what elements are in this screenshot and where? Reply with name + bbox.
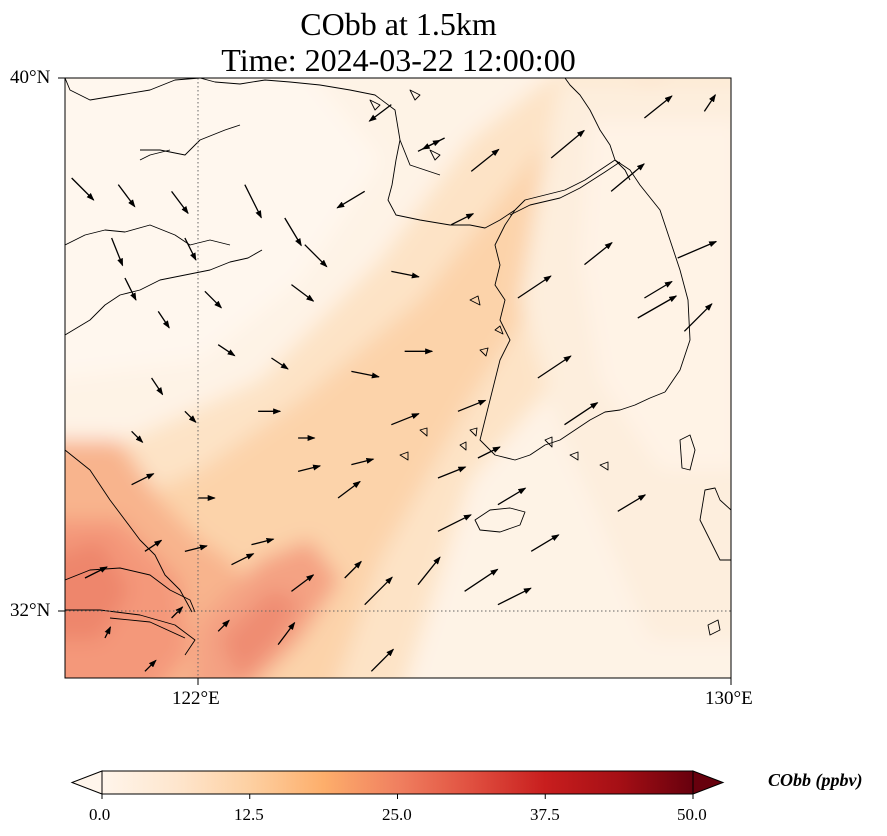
wind-vector-37: [291, 574, 315, 592]
wind-vector-1: [117, 184, 136, 208]
wind-vector-53: [637, 295, 678, 319]
wind-vector-41: [171, 606, 184, 619]
wind-vector-34: [437, 514, 472, 532]
wind-vector-69: [683, 303, 713, 332]
chart-title-line2: Time: 2024-03-22 12:00:00: [221, 42, 576, 78]
wind-vector-38: [364, 576, 393, 606]
wind-vector-66: [450, 213, 475, 226]
wind-vector-4: [368, 104, 392, 122]
wind-vector-44: [370, 648, 395, 672]
wind-vector-31: [184, 544, 208, 552]
wind-vector-16: [217, 344, 236, 357]
lon-tick-label-122: 122°E: [172, 688, 220, 709]
colorbar-label-25: 25.0: [382, 805, 412, 824]
wind-vector-60: [457, 399, 487, 412]
wind-vector-12: [291, 284, 315, 302]
wind-vector-6: [184, 237, 197, 261]
lat-tick-label-32: 32°N: [10, 600, 51, 621]
wind-vector-24: [351, 457, 375, 466]
wind-vector-2: [171, 190, 189, 215]
chart-title-line1: CObb at 1.5km: [300, 6, 497, 42]
wind-vector-62: [497, 487, 527, 506]
wind-vector-5: [111, 237, 124, 267]
wind-vector-52: [564, 402, 599, 426]
wind-vector-7: [244, 184, 262, 219]
wind-vector-42: [217, 619, 230, 632]
map-frame: [64, 77, 732, 679]
wind-vector-48: [417, 556, 441, 586]
colorbar-label-37-5: 37.5: [530, 805, 560, 824]
wind-vector-3: [284, 217, 302, 247]
concentration-field: [65, 78, 731, 678]
wind-vector-59: [417, 139, 441, 152]
lon-tick-label-130: 130°E: [705, 688, 753, 709]
wind-vector-20: [151, 377, 164, 396]
wind-vector-15: [157, 310, 170, 329]
wind-vector-61: [477, 446, 501, 459]
colorbar-title: CObb (ppbv): [768, 770, 863, 790]
wind-vector-27: [297, 464, 322, 472]
lat-tick-label-40: 40°N: [10, 67, 51, 88]
wind-vector-17: [271, 357, 289, 370]
wind-vector-50: [517, 275, 552, 299]
wind-vector-40: [84, 566, 108, 579]
wind-vector-55: [550, 129, 585, 159]
wind-vector-64: [530, 534, 560, 552]
wind-vector-46: [144, 659, 157, 672]
wind-vector-54: [677, 240, 718, 259]
wind-vector-43: [277, 621, 296, 646]
wind-vector-10: [124, 277, 137, 301]
wind-vector-39: [464, 568, 499, 592]
wind-vector-35: [144, 539, 163, 552]
wind-vector-58: [703, 94, 716, 112]
colorbar-label-0: 0.0: [89, 805, 111, 824]
wind-vector-47: [344, 560, 362, 579]
wind-vector-30: [131, 473, 155, 486]
wind-vector-33: [337, 480, 361, 499]
wind-vector-49: [497, 587, 532, 606]
wind-vector-28: [391, 413, 420, 426]
wind-vector-45: [104, 626, 112, 639]
wind-vector-36: [231, 553, 255, 566]
colorbar: [70, 770, 725, 799]
wind-vector-0: [71, 177, 95, 201]
wind-vector-32: [251, 537, 275, 546]
colorbar-max-extend: [692, 770, 725, 795]
map-area: [65, 78, 731, 678]
wind-vector-11: [204, 290, 223, 309]
wind-vector-57: [644, 95, 673, 119]
gridlines: [65, 78, 731, 678]
wind-vector-25: [131, 430, 144, 444]
wind-vector-51: [537, 355, 572, 379]
colorbar-label-50: 50.0: [677, 805, 707, 824]
wind-vector-68: [644, 280, 673, 299]
wind-vector-8: [304, 244, 328, 268]
wind-vector-9: [336, 190, 366, 209]
wind-vector-29: [437, 466, 467, 479]
coastlines: [65, 78, 731, 656]
wind-vectors: [71, 94, 718, 672]
colorbar-label-12-5: 12.5: [234, 805, 264, 824]
colorbar-body: [101, 770, 694, 795]
wind-vector-65: [470, 148, 500, 172]
wind-vector-63: [617, 494, 647, 512]
colorbar-min-extend: [70, 770, 103, 795]
wind-vector-56: [610, 163, 645, 192]
wind-vector-13: [391, 270, 420, 279]
wind-vector-21: [184, 410, 197, 424]
wind-vector-18: [351, 370, 380, 379]
wind-vector-67: [584, 242, 613, 266]
